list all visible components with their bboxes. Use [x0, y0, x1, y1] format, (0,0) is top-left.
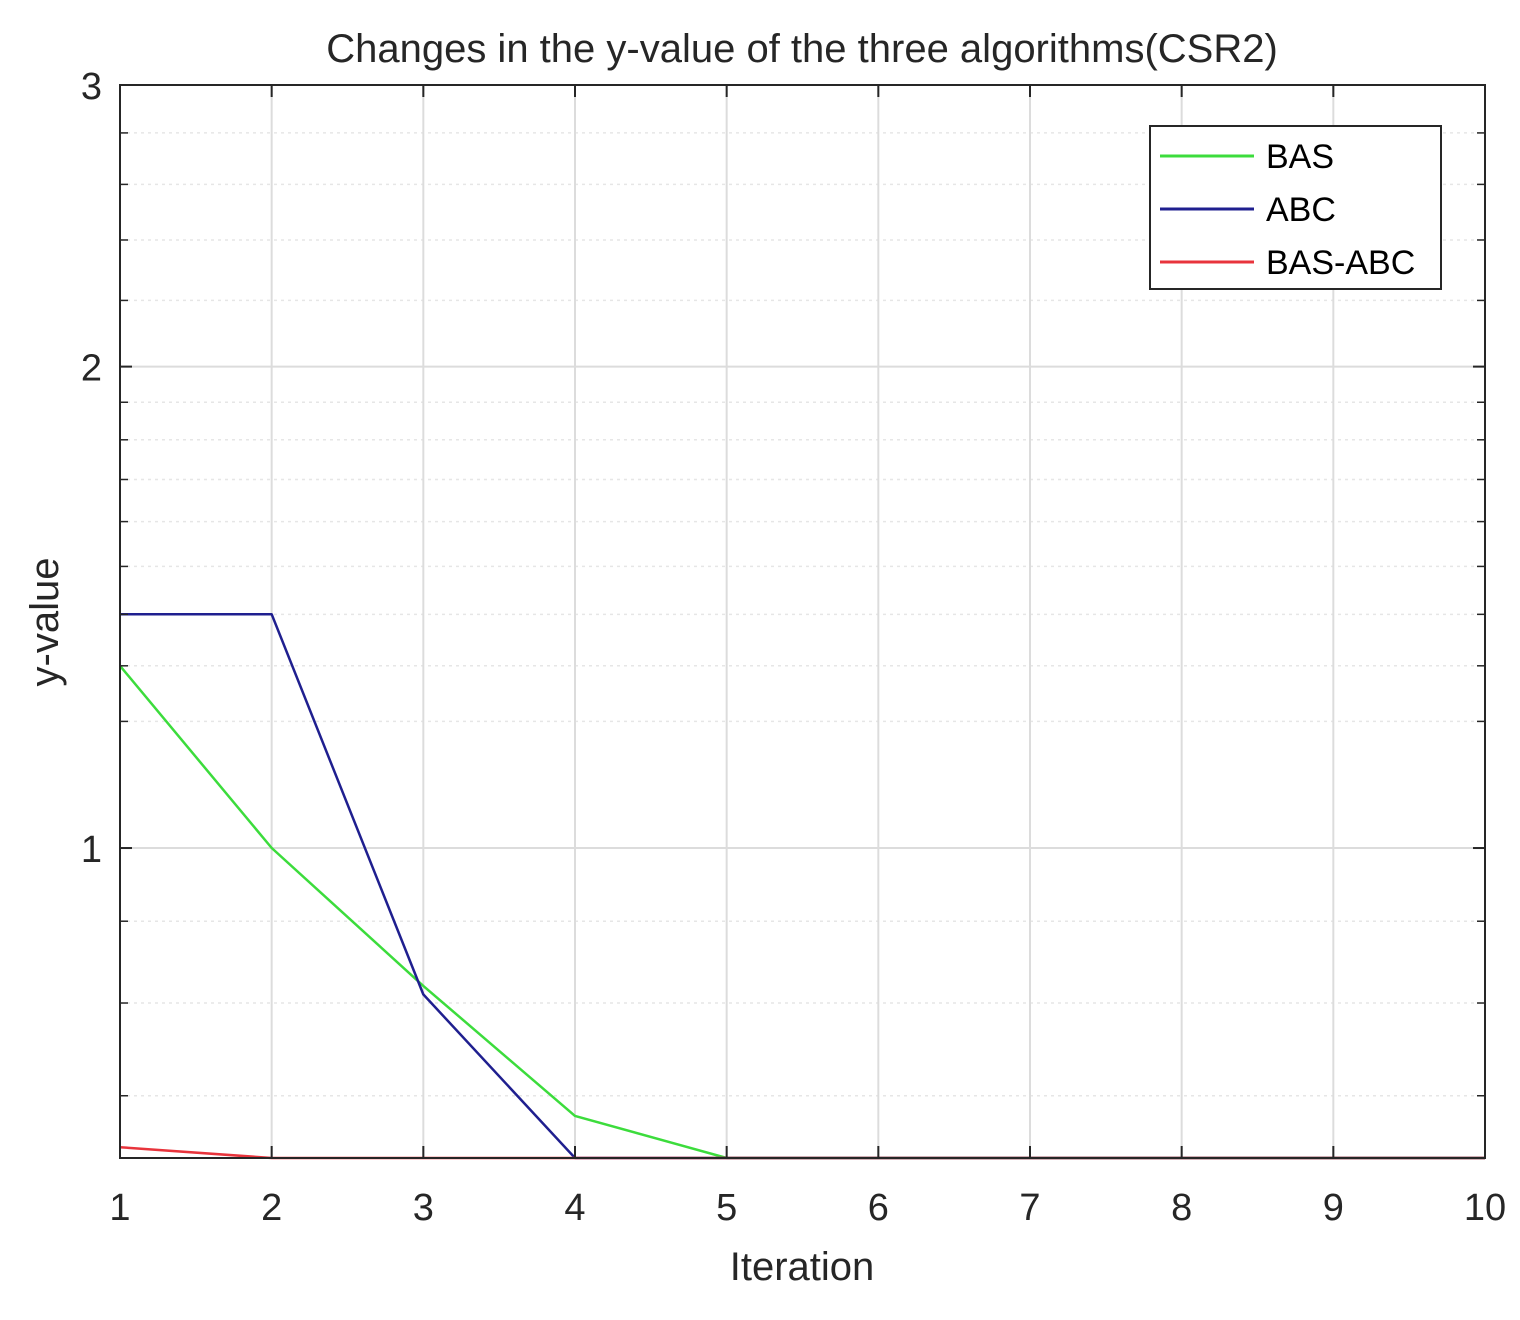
x-tick-label: 8: [1171, 1187, 1192, 1229]
plot-frame: [119, 84, 1486, 1159]
x-tick-label: 7: [1019, 1187, 1040, 1229]
x-tick-label: 5: [716, 1187, 737, 1229]
y-tick-label: 1: [81, 829, 102, 871]
chart-title: Changes in the y-value of the three algo…: [326, 27, 1278, 71]
legend-label-bas: BAS: [1266, 138, 1334, 176]
x-tick-label: 10: [1464, 1187, 1506, 1229]
legend: BAS ABC BAS-ABC: [1149, 125, 1442, 290]
y-tick-label: 2: [81, 348, 102, 390]
y-tick-labels: 1 2 3: [81, 66, 102, 871]
x-tick-label: 4: [564, 1187, 585, 1229]
y-tick-label: 3: [81, 66, 102, 108]
x-axis-label: Iteration: [730, 1245, 875, 1289]
legend-label-bas-abc: BAS-ABC: [1266, 244, 1415, 282]
y-axis-label: y-value: [23, 558, 67, 687]
legend-entries: BAS ABC BAS-ABC: [1160, 138, 1415, 282]
x-tick-label: 9: [1323, 1187, 1344, 1229]
tick-marks: [119, 84, 1486, 1158]
legend-label-abc: ABC: [1266, 191, 1336, 229]
x-tick-label: 3: [413, 1187, 434, 1229]
x-tick-label: 1: [109, 1187, 130, 1229]
x-tick-label: 6: [868, 1187, 889, 1229]
x-tick-label: 2: [261, 1187, 282, 1229]
x-tick-labels: 1 2 3 4 5 6 7 8 9 10: [109, 1187, 1506, 1229]
